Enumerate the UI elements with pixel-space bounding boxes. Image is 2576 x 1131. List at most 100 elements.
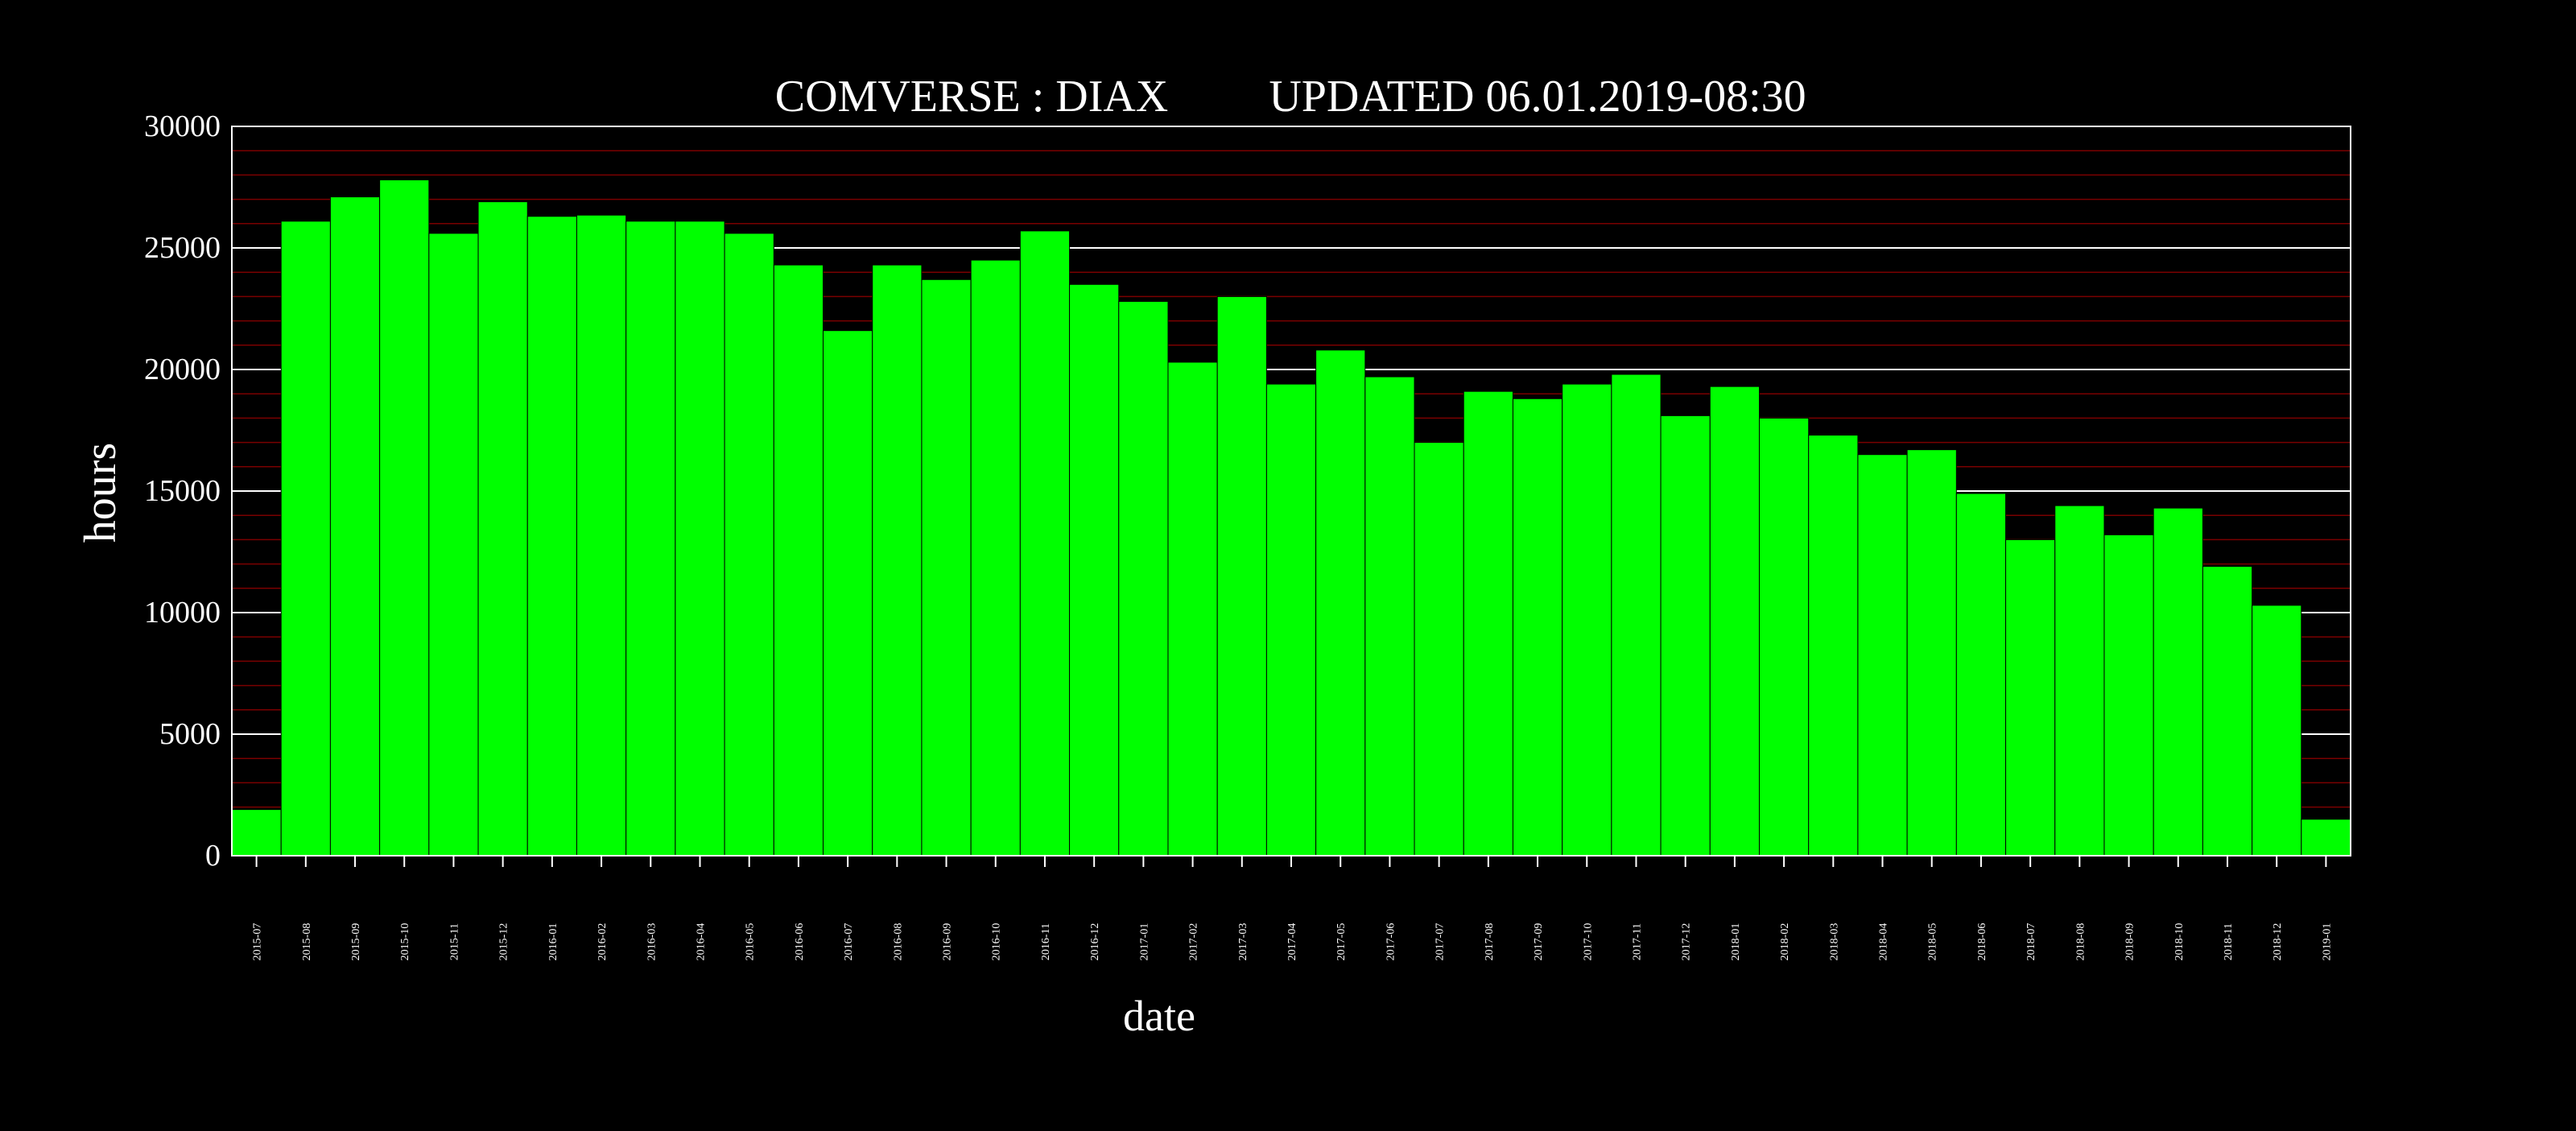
bar	[526, 216, 577, 857]
bar	[1955, 493, 2007, 857]
x-tick-label: 2017-02	[1188, 923, 1200, 961]
bar	[329, 196, 381, 857]
x-tick-label: 2018-03	[1828, 923, 1840, 961]
bar	[1758, 417, 1810, 857]
x-tick-label: 2018-05	[1927, 923, 1939, 961]
bar	[2202, 566, 2253, 857]
bar	[1414, 442, 1464, 857]
x-tick-label: 2018-10	[2174, 923, 2186, 961]
x-tick-label: 2017-12	[1681, 923, 1693, 961]
bar	[2153, 507, 2203, 857]
bar	[379, 179, 430, 857]
x-tick-label: 2017-01	[1138, 923, 1150, 961]
x-tick-label: 2017-05	[1335, 923, 1348, 961]
y-axis-label: hours	[76, 443, 126, 543]
bar	[970, 259, 1021, 857]
bar	[1118, 300, 1169, 857]
x-tick-label: 2018-12	[2272, 923, 2284, 961]
x-tick-label: 2016-09	[942, 923, 954, 961]
x-tick-label: 2016-01	[547, 923, 559, 961]
x-tick-label: 2017-11	[1631, 923, 1643, 960]
bar	[1808, 435, 1859, 857]
x-tick-label: 2015-08	[301, 923, 313, 961]
x-tick-label: 2017-10	[1582, 923, 1594, 961]
x-tick-label: 2018-09	[2124, 923, 2136, 961]
bar	[625, 221, 676, 857]
x-tick-label: 2016-10	[991, 923, 1003, 961]
chart-updated-timestamp: UPDATED 06.01.2019-08:30	[1269, 72, 1806, 122]
x-tick-label: 2016-11	[1040, 923, 1052, 960]
x-tick-label: 2016-12	[1089, 923, 1101, 961]
x-tick-label: 2016-03	[646, 923, 658, 961]
bar	[1167, 361, 1218, 857]
chart-title: COMVERSE : DIAX	[775, 72, 1168, 122]
bar	[1611, 374, 1662, 857]
bar	[1364, 376, 1415, 857]
bar	[576, 214, 627, 857]
bar	[1019, 230, 1071, 857]
x-tick-label: 2016-02	[597, 923, 609, 961]
bar	[1265, 383, 1317, 857]
bar	[675, 221, 725, 857]
bar	[2301, 819, 2351, 857]
plot-frame	[231, 126, 2351, 857]
bar-series	[231, 179, 2351, 857]
x-axis-tick-labels: 2015-07 2015-08 2015-09 2015-10 2015-11 2015-…	[252, 923, 2334, 961]
bar	[428, 233, 479, 857]
x-tick-label: 2018-02	[1779, 923, 1791, 961]
y-tick-label: 20000	[144, 353, 221, 386]
bar	[231, 809, 282, 857]
bar	[1709, 386, 1760, 857]
y-axis-tick-labels: 0 5000 10000 15000 20000 25000 30000	[144, 109, 221, 873]
bar	[2103, 534, 2154, 857]
bar	[1512, 398, 1563, 857]
x-tick-label: 2016-05	[745, 923, 757, 961]
x-tick-label: 2018-04	[1878, 923, 1890, 961]
y-tick-label: 5000	[159, 717, 221, 751]
bar	[280, 221, 331, 857]
x-tick-label: 2018-01	[1730, 923, 1742, 961]
bar	[2252, 605, 2302, 857]
x-tick-label: 2017-08	[1484, 923, 1496, 961]
x-tick-label: 2016-07	[843, 923, 855, 961]
bar	[823, 330, 873, 857]
y-tick-label: 10000	[144, 596, 221, 629]
x-tick-label: 2019-01	[2321, 923, 2333, 961]
x-tick-label: 2015-07	[252, 923, 264, 961]
x-tick-label: 2015-11	[448, 923, 460, 960]
x-tick-label: 2017-07	[1435, 923, 1447, 961]
bar	[2005, 539, 2056, 857]
bar	[724, 233, 774, 857]
x-tick-label: 2015-12	[498, 923, 510, 961]
x-tick-label: 2017-06	[1385, 923, 1397, 961]
x-tick-label: 2018-06	[1976, 923, 1988, 961]
x-tick-label: 2016-08	[892, 923, 904, 961]
bar	[1315, 349, 1366, 857]
bar	[1463, 390, 1513, 857]
y-tick-label: 0	[205, 839, 221, 873]
x-tick-label: 2018-08	[2074, 923, 2087, 961]
bar	[921, 279, 972, 857]
x-tick-label: 2016-04	[695, 923, 707, 961]
x-tick-label: 2017-09	[1533, 923, 1545, 961]
y-tick-label: 30000	[144, 109, 221, 143]
x-tick-label: 2018-07	[2025, 923, 2037, 961]
x-tick-label: 2017-04	[1286, 923, 1298, 961]
bar	[872, 264, 923, 857]
x-tick-label: 2017-03	[1237, 923, 1249, 961]
bar	[1660, 415, 1711, 857]
bar	[1216, 295, 1267, 857]
bar	[1069, 283, 1120, 857]
x-tick-label: 2016-06	[794, 923, 806, 961]
bar	[1857, 454, 1908, 857]
x-tick-label: 2018-11	[2223, 923, 2235, 960]
x-axis-label: date	[1123, 992, 1195, 1040]
x-tick-label: 2015-09	[350, 923, 362, 961]
x-tick-label: 2015-10	[399, 923, 411, 961]
bar	[773, 264, 824, 857]
bar	[1562, 383, 1612, 857]
y-tick-label: 15000	[144, 474, 221, 508]
bar	[1906, 449, 1957, 857]
